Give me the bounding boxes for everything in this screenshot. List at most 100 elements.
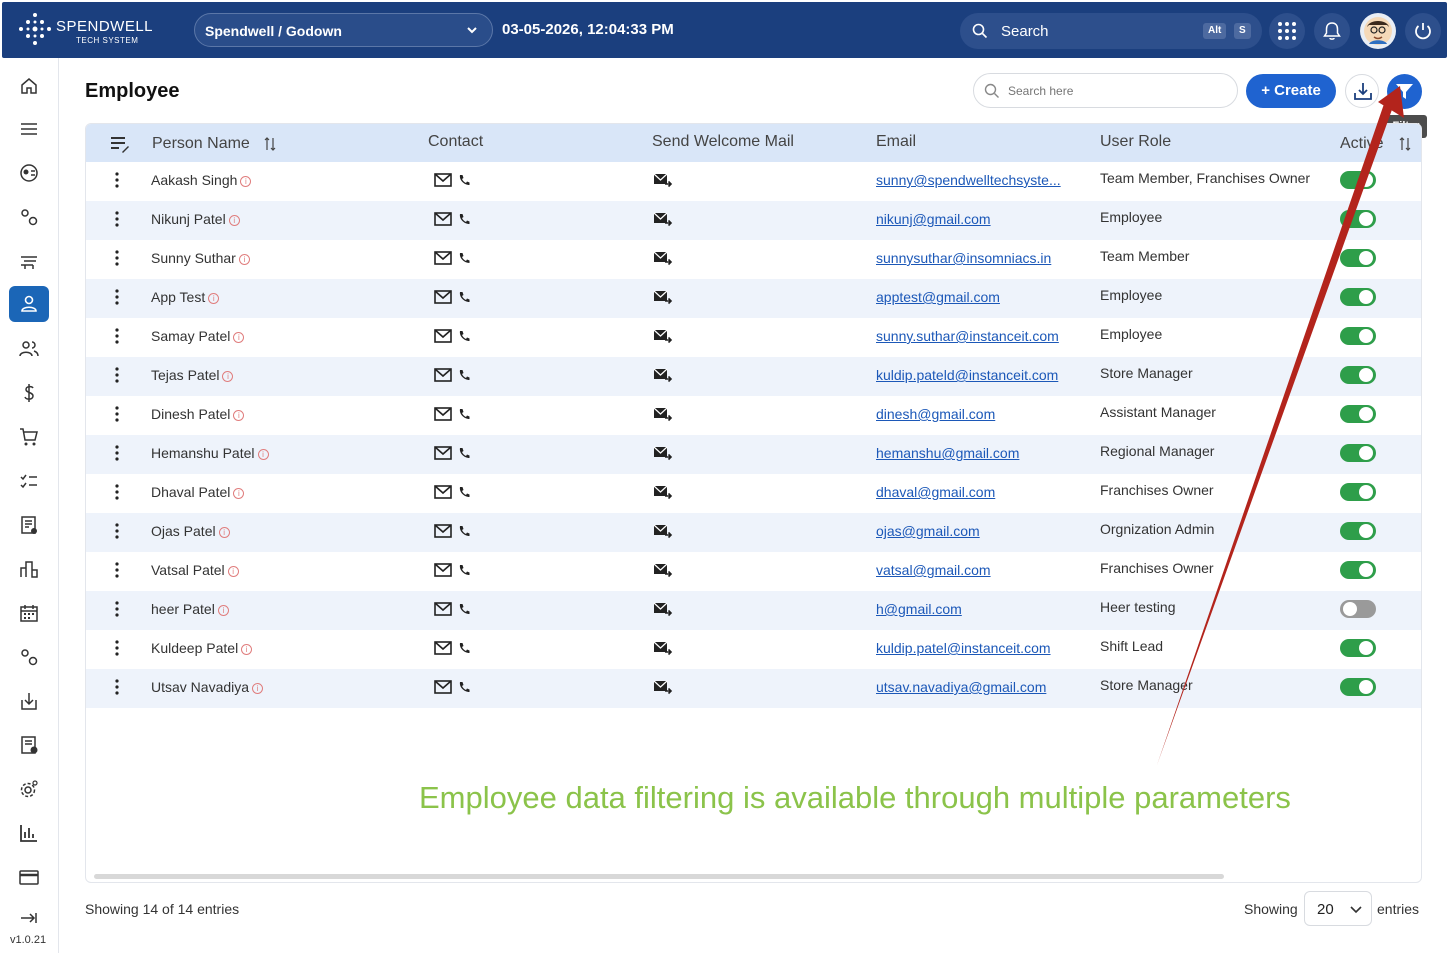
sidebar-item-cart[interactable]	[9, 419, 49, 455]
download-button[interactable]	[1345, 74, 1379, 108]
phone-icon[interactable]	[458, 642, 470, 654]
sidebar-item-employee[interactable]	[9, 286, 49, 322]
mail-icon[interactable]	[434, 290, 452, 304]
phone-icon[interactable]	[458, 525, 470, 537]
row-actions-icon[interactable]	[115, 289, 119, 305]
active-toggle[interactable]	[1340, 483, 1376, 501]
row-actions-icon[interactable]	[115, 484, 119, 500]
mail-icon[interactable]	[434, 641, 452, 655]
row-actions-icon[interactable]	[115, 601, 119, 617]
info-icon[interactable]: i	[233, 488, 244, 499]
horizontal-scrollbar[interactable]	[94, 874, 1224, 879]
active-toggle[interactable]	[1340, 522, 1376, 540]
phone-icon[interactable]	[458, 447, 470, 459]
phone-icon[interactable]	[458, 252, 470, 264]
sidebar-item-system[interactable]	[9, 771, 49, 807]
person-name[interactable]: Dinesh Patel	[151, 406, 230, 422]
person-name[interactable]: App Test	[151, 289, 205, 305]
mail-icon[interactable]	[434, 446, 452, 460]
row-actions-icon[interactable]	[115, 640, 119, 656]
sort-icon[interactable]	[264, 137, 276, 151]
active-toggle[interactable]	[1340, 561, 1376, 579]
send-mail-icon[interactable]	[653, 289, 673, 305]
info-icon[interactable]: i	[258, 449, 269, 460]
sidebar-item-home[interactable]	[9, 68, 49, 104]
send-mail-icon[interactable]	[653, 484, 673, 500]
row-actions-icon[interactable]	[115, 250, 119, 266]
page-size-select[interactable]: 20	[1304, 891, 1372, 926]
person-name[interactable]: heer Patel	[151, 601, 215, 617]
person-name[interactable]: Hemanshu Patel	[151, 445, 255, 461]
sidebar-item-users[interactable]	[9, 331, 49, 367]
email-link[interactable]: sunny@spendwelltechsyste...	[876, 172, 1061, 188]
mail-icon[interactable]	[434, 173, 452, 187]
email-link[interactable]: sunnysuthar@insomniacs.in	[876, 250, 1051, 266]
person-name[interactable]: Tejas Patel	[151, 367, 219, 383]
notifications-button[interactable]	[1314, 13, 1350, 49]
row-actions-icon[interactable]	[115, 406, 119, 422]
send-mail-icon[interactable]	[653, 367, 673, 383]
person-name[interactable]: Nikunj Patel	[151, 211, 226, 227]
send-mail-icon[interactable]	[653, 562, 673, 578]
email-link[interactable]: apptest@gmail.com	[876, 289, 1000, 305]
phone-icon[interactable]	[458, 213, 470, 225]
email-link[interactable]: ojas@gmail.com	[876, 523, 980, 539]
send-mail-icon[interactable]	[653, 679, 673, 695]
sidebar-item-settings[interactable]	[9, 199, 49, 235]
sidebar-expand-button[interactable]	[9, 900, 49, 936]
filter-button[interactable]	[1387, 74, 1422, 109]
info-icon[interactable]: i	[239, 254, 250, 265]
row-actions-icon[interactable]	[115, 523, 119, 539]
mail-icon[interactable]	[434, 563, 452, 577]
global-search[interactable]: Search Alt S	[960, 13, 1262, 49]
mail-icon[interactable]	[434, 485, 452, 499]
create-button[interactable]: + Create	[1246, 74, 1336, 108]
logo[interactable]: SPENDWELL TECH SYSTEM	[18, 12, 168, 48]
send-mail-icon[interactable]	[653, 523, 673, 539]
phone-icon[interactable]	[458, 486, 470, 498]
column-person-name[interactable]: Person Name	[152, 135, 250, 153]
phone-icon[interactable]	[458, 564, 470, 576]
info-icon[interactable]: i	[222, 371, 233, 382]
row-actions-icon[interactable]	[115, 172, 119, 188]
row-actions-icon[interactable]	[115, 328, 119, 344]
sidebar-item-tasks[interactable]	[9, 463, 49, 499]
sidebar-item-analytics[interactable]	[9, 815, 49, 851]
email-link[interactable]: kuldip.patel@instanceit.com	[876, 640, 1051, 656]
mail-icon[interactable]	[434, 329, 452, 343]
person-name[interactable]: Ojas Patel	[151, 523, 216, 539]
person-name[interactable]: Utsav Navadiya	[151, 679, 249, 695]
mail-icon[interactable]	[434, 524, 452, 538]
active-toggle[interactable]	[1340, 288, 1376, 306]
send-mail-icon[interactable]	[653, 250, 673, 266]
email-link[interactable]: hemanshu@gmail.com	[876, 445, 1019, 461]
active-toggle[interactable]	[1340, 405, 1376, 423]
send-mail-icon[interactable]	[653, 445, 673, 461]
send-mail-icon[interactable]	[653, 601, 673, 617]
phone-icon[interactable]	[458, 603, 470, 615]
active-toggle[interactable]	[1340, 444, 1376, 462]
phone-icon[interactable]	[458, 330, 470, 342]
sidebar-item-dashboard[interactable]	[9, 155, 49, 191]
sidebar-item-config[interactable]	[9, 639, 49, 675]
sidebar-item-calendar[interactable]	[9, 595, 49, 631]
send-mail-icon[interactable]	[653, 640, 673, 656]
info-icon[interactable]: i	[219, 527, 230, 538]
email-link[interactable]: dhaval@gmail.com	[876, 484, 995, 500]
sidebar-item-documents[interactable]	[9, 727, 49, 763]
email-link[interactable]: h@gmail.com	[876, 601, 962, 617]
active-toggle[interactable]	[1340, 249, 1376, 267]
sidebar-item-delivery[interactable]	[9, 243, 49, 279]
info-icon[interactable]: i	[233, 332, 244, 343]
send-mail-icon[interactable]	[653, 406, 673, 422]
person-name[interactable]: Kuldeep Patel	[151, 640, 238, 656]
row-actions-icon[interactable]	[115, 367, 119, 383]
mail-icon[interactable]	[434, 602, 452, 616]
send-mail-icon[interactable]	[653, 211, 673, 227]
phone-icon[interactable]	[458, 174, 470, 186]
phone-icon[interactable]	[458, 291, 470, 303]
info-icon[interactable]: i	[228, 566, 239, 577]
sidebar-item-org[interactable]	[9, 551, 49, 587]
mail-icon[interactable]	[434, 212, 452, 226]
active-toggle[interactable]	[1340, 366, 1376, 384]
